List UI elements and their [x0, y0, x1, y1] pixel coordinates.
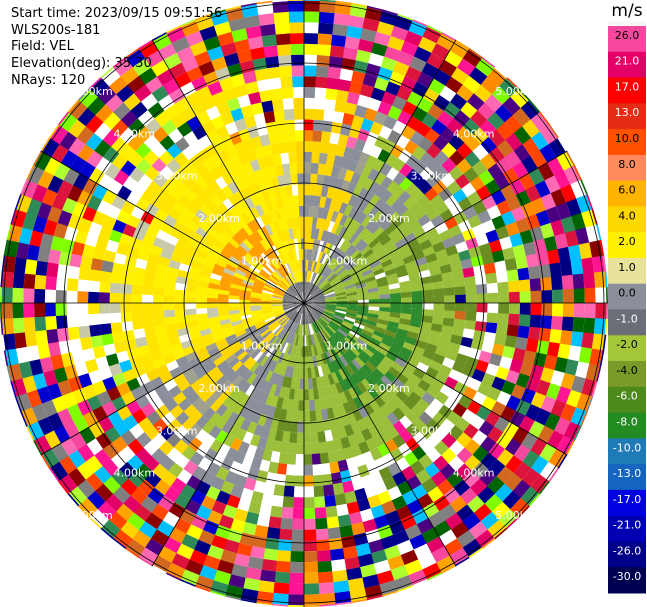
range-ring-label: 5.00km: [71, 85, 113, 98]
colorbar-tick-label: 17.0: [615, 80, 640, 93]
range-ring-label: 1.00km: [241, 339, 283, 352]
range-ring-label: 3.00km: [156, 424, 198, 437]
colorbar-swatch: [608, 206, 646, 233]
range-ring-label: 5.00km: [71, 509, 113, 522]
colorbar-swatch: [608, 541, 646, 568]
colorbar-swatch: [608, 103, 646, 130]
colorbar-swatch: [608, 258, 646, 285]
colorbar-swatch: [608, 438, 646, 465]
colorbar-tick-label: 21.0: [615, 55, 640, 68]
range-ring-label: 1.00km: [241, 255, 283, 268]
colorbar-swatch: [608, 412, 646, 439]
range-ring-label: 3.00km: [411, 424, 453, 437]
range-ring-label: 5.00km: [495, 509, 537, 522]
colorbar-tick-label: -10.0: [613, 441, 641, 454]
colorbar-tick-label: 4.0: [618, 209, 636, 222]
colorbar-swatch: [608, 26, 646, 53]
colorbar-tick-label: -1.0: [616, 312, 637, 325]
colorbar-swatch: [608, 309, 646, 336]
colorbar-unit: m/s: [611, 1, 643, 21]
range-ring-label: 4.00km: [114, 467, 156, 480]
colorbar-swatch: [608, 361, 646, 388]
colorbar-tick-label: -21.0: [613, 519, 641, 532]
azimuth-line: [40, 150, 568, 456]
range-ring-label: 3.00km: [411, 170, 453, 183]
scan-info: Start time: 2023/09/15 09:51:56 WLS200s-…: [11, 6, 222, 90]
colorbar-tick-label: -6.0: [616, 390, 637, 403]
range-ring-label: 2.00km: [368, 212, 410, 225]
range-ring-label: 1.00km: [326, 339, 368, 352]
elevation-label: Elevation(deg): 35.30: [11, 55, 152, 71]
range-ring-label: 4.00km: [453, 467, 495, 480]
range-ring-label: 4.00km: [453, 127, 495, 140]
colorbar-tick-label: -17.0: [613, 493, 641, 506]
colorbar-swatch: [608, 232, 646, 259]
colorbar-tick-label: -26.0: [613, 544, 641, 557]
colorbar-tick-label: -13.0: [613, 467, 641, 480]
instrument-label: WLS200s-181: [11, 22, 101, 38]
colorbar-swatch: [608, 154, 646, 182]
range-ring-label: 1.00km: [326, 255, 368, 268]
colorbar-tick-label: 8.0: [618, 158, 636, 171]
colorbar-swatch: [608, 386, 646, 414]
colorbar-tick-label: -30.0: [613, 570, 641, 583]
range-ring-label: 2.00km: [368, 382, 410, 395]
colorbar-swatch: [608, 21, 646, 27]
start-time-label: Start time: 2023/09/15 09:51:56: [11, 6, 223, 21]
colorbar-swatch: [608, 180, 646, 207]
range-labels: 1.00km 1.00km 1.00km 1.00km 2.00km 2.00km 2.00…: [71, 85, 537, 522]
range-ring-label: 4.00km: [114, 127, 156, 140]
colorbar-swatch: [608, 77, 646, 104]
range-ring-label: 2.00km: [198, 382, 240, 395]
colorbar-tick-label: 2.0: [618, 235, 636, 248]
colorbar-tick-label: 6.0: [618, 184, 636, 197]
colorbar-swatch: [608, 283, 646, 310]
colorbar-swatch: [608, 51, 646, 79]
colorbar-tick-label: 10.0: [615, 132, 640, 145]
colorbar-tick-label: -4.0: [616, 364, 637, 377]
range-ring-label: 5.00km: [495, 85, 537, 98]
colorbar-swatch: [608, 567, 646, 594]
range-ring-label: 2.00km: [198, 212, 240, 225]
colorbar-tick-label: 0.0: [618, 287, 636, 300]
colorbar-tick-label: 1.0: [618, 261, 636, 274]
colorbar-tick-label: -2.0: [616, 338, 637, 351]
colorbar-swatch: [608, 515, 646, 542]
range-ring-label: 3.00km: [156, 170, 198, 183]
colorbar-tick-label: 13.0: [615, 106, 640, 119]
colorbar-tick-label: 26.0: [615, 29, 640, 42]
colorbar-tick-label: -8.0: [616, 416, 637, 429]
colorbar-swatch: [608, 464, 646, 491]
colorbar-swatch: [608, 129, 646, 156]
colorbar-swatch: [608, 489, 646, 517]
range-rings: [0, 0, 608, 607]
nrays-label: NRays: 120: [11, 73, 86, 88]
field-label: Field: VEL: [11, 39, 74, 54]
velocity-colorbar: 26.0 21.0 17.0 13.0 10.0 8.0 6.0 4.0 2.0 1.0 0.0 -1…: [608, 21, 646, 594]
colorbar-swatch: [608, 335, 646, 362]
velocity-gates: [0, 0, 608, 607]
